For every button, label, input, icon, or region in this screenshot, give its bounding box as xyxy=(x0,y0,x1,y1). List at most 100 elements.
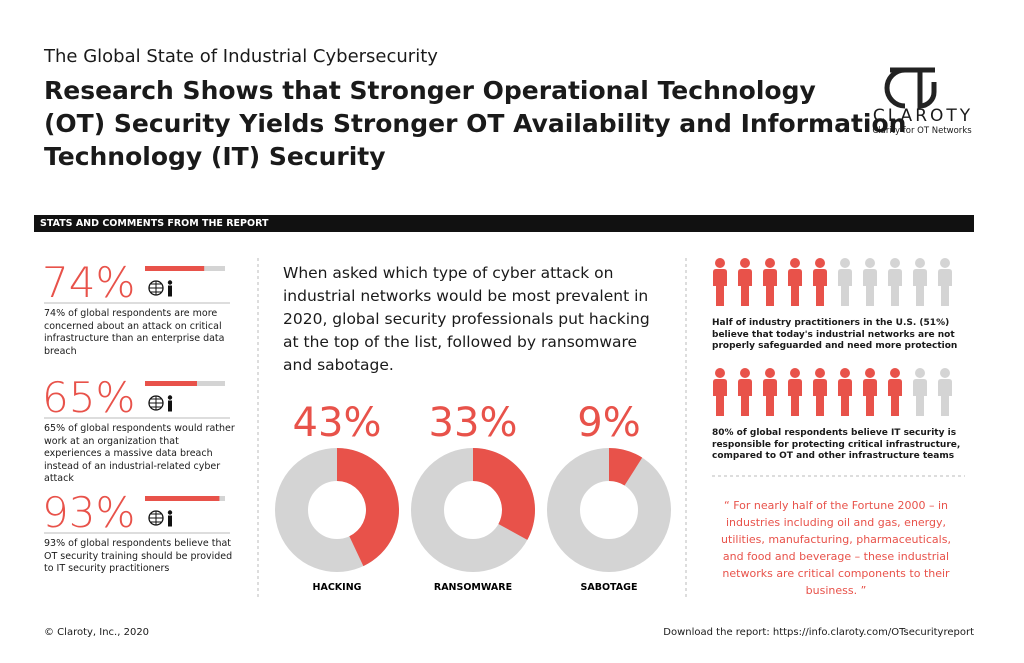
head xyxy=(840,368,850,378)
donut-slice xyxy=(609,448,643,486)
head xyxy=(840,258,850,268)
globe-lines xyxy=(149,281,163,295)
person-icon xyxy=(763,258,777,306)
head xyxy=(765,258,775,268)
title: Research Shows that Stronger Operational… xyxy=(44,74,906,173)
logo: CLAROTY xyxy=(872,106,974,126)
head xyxy=(715,258,725,268)
head xyxy=(890,258,900,268)
person-icon xyxy=(838,258,852,306)
body xyxy=(713,379,727,416)
icons xyxy=(148,395,173,412)
body xyxy=(938,269,952,306)
stat-text: 93% of global respondents believe that O… xyxy=(44,538,233,574)
copyright: © Claroty, Inc., 2020 xyxy=(44,627,150,638)
donut-name: RANSOMWARE xyxy=(434,582,512,593)
icons xyxy=(148,280,173,297)
people-text: Half of industry practitioners in the U.… xyxy=(712,318,958,351)
body xyxy=(913,269,927,306)
body xyxy=(788,269,802,306)
body xyxy=(738,269,752,306)
body xyxy=(838,269,852,306)
head xyxy=(765,368,775,378)
person-icon xyxy=(863,258,877,306)
stat-number: 74% xyxy=(42,258,136,307)
bar xyxy=(145,381,197,386)
donut-value: 9% xyxy=(577,400,640,446)
person-icon xyxy=(788,368,802,416)
body xyxy=(938,379,952,416)
person-icon xyxy=(888,258,902,306)
person-icon xyxy=(938,258,952,306)
head xyxy=(740,368,750,378)
body xyxy=(813,269,827,306)
download: Download the report: https://info.clarot… xyxy=(663,627,974,638)
head xyxy=(865,368,875,378)
person-head xyxy=(167,510,173,515)
head xyxy=(715,368,725,378)
head xyxy=(790,368,800,378)
donut-value: 43% xyxy=(293,400,382,446)
body xyxy=(813,379,827,416)
intro: When asked which type of cyber attack on… xyxy=(283,264,650,374)
head xyxy=(790,258,800,268)
head xyxy=(815,258,825,268)
person-icon xyxy=(913,258,927,306)
body xyxy=(888,269,902,306)
body xyxy=(738,379,752,416)
body xyxy=(913,379,927,416)
body xyxy=(763,379,777,416)
head xyxy=(940,258,950,268)
icons xyxy=(148,510,173,527)
head xyxy=(865,258,875,268)
person-icon xyxy=(813,368,827,416)
person-icon xyxy=(713,258,727,306)
head xyxy=(815,368,825,378)
head xyxy=(940,368,950,378)
person-body xyxy=(168,515,172,527)
person-icon xyxy=(738,258,752,306)
donut-name: SABOTAGE xyxy=(581,582,638,593)
section-label: STATS AND COMMENTS FROM THE REPORT xyxy=(40,218,269,229)
stat-number: 65% xyxy=(42,373,136,422)
person-icon xyxy=(838,368,852,416)
donut-name: HACKING xyxy=(313,582,362,593)
head xyxy=(915,258,925,268)
body xyxy=(788,379,802,416)
bar xyxy=(145,496,220,501)
tagline: Clarity for OT Networks xyxy=(872,126,972,136)
title-line: (OT) Security Yields Stronger OT Availab… xyxy=(44,109,907,138)
body xyxy=(838,379,852,416)
person-head xyxy=(167,395,173,400)
body xyxy=(888,379,902,416)
head xyxy=(915,368,925,378)
person-body xyxy=(168,400,172,412)
bar xyxy=(145,266,205,271)
donut-slice xyxy=(473,448,535,540)
head xyxy=(890,368,900,378)
person-icon xyxy=(913,368,927,416)
globe-lines xyxy=(149,396,163,410)
stat-number: 93% xyxy=(42,488,136,537)
body xyxy=(763,269,777,306)
person-body xyxy=(168,285,172,297)
body xyxy=(713,269,727,306)
person-icon xyxy=(788,258,802,306)
person-icon xyxy=(738,368,752,416)
person-icon xyxy=(763,368,777,416)
person-head xyxy=(167,280,173,285)
person-icon xyxy=(713,368,727,416)
stat-text: 74% of global respondents are more conce… xyxy=(44,308,225,357)
quote: “ For nearly half of the Fortune 2000 – … xyxy=(721,499,951,597)
globe-lines xyxy=(149,511,163,525)
title-line: Research Shows that Stronger Operational… xyxy=(44,76,816,105)
title-line: Technology (IT) Security xyxy=(44,142,386,171)
person-icon xyxy=(938,368,952,416)
body xyxy=(863,269,877,306)
person-icon xyxy=(813,258,827,306)
person-icon xyxy=(888,368,902,416)
head xyxy=(740,258,750,268)
logo-mark xyxy=(884,67,937,109)
